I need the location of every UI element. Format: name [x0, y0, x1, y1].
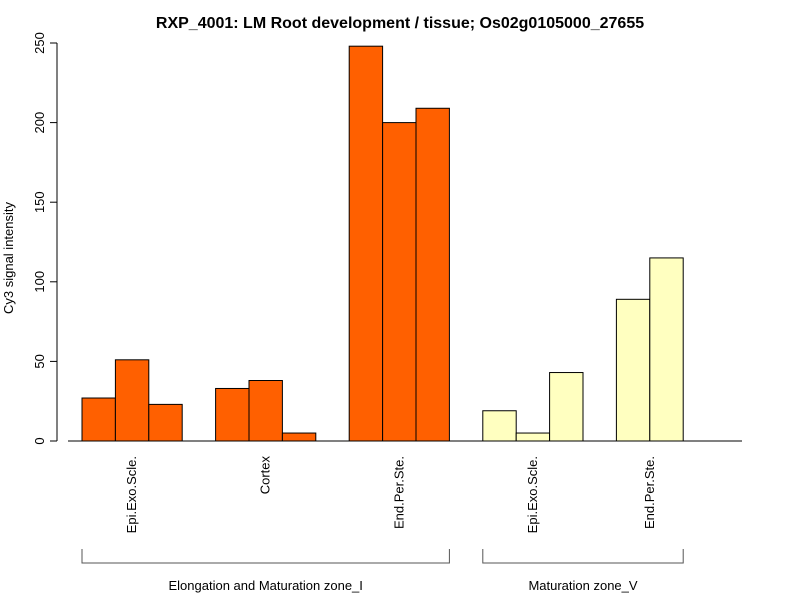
y-tick-label: 0 — [32, 437, 47, 444]
category-label: Cortex — [258, 456, 273, 495]
bar — [549, 372, 584, 442]
chart-title: RXP_4001: LM Root development / tissue; … — [156, 15, 644, 32]
bars-group — [81, 45, 684, 442]
bar — [248, 380, 283, 442]
zone-bracket — [482, 549, 684, 564]
zone-label: Elongation and Maturation zone_I — [168, 578, 362, 593]
bar — [148, 403, 183, 442]
zone-label: Maturation zone_V — [528, 578, 637, 593]
bar — [114, 359, 150, 442]
y-tick-label: 50 — [32, 354, 47, 368]
bar — [348, 45, 384, 442]
category-labels: Epi.Exo.Scle. Cortex End.Per.Ste. Epi.Exo.S… — [124, 456, 657, 534]
y-tick-label: 250 — [32, 32, 47, 54]
category-label: End.Per.Ste. — [642, 456, 657, 529]
y-axis-label: Cy3 signal intensity — [1, 202, 16, 314]
bar — [515, 432, 551, 442]
bar — [215, 387, 250, 442]
bar — [81, 397, 116, 442]
zone-brackets: Elongation and Maturation zone_I Maturati… — [81, 549, 684, 593]
bar — [615, 298, 651, 442]
bar — [281, 432, 317, 442]
y-tick-label: 100 — [32, 271, 47, 293]
zone-bracket — [81, 549, 450, 564]
y-tick-label: 200 — [32, 112, 47, 134]
category-label: Epi.Exo.Scle. — [525, 456, 540, 533]
category-label: End.Per.Ste. — [391, 456, 406, 529]
y-tick-label: 150 — [32, 191, 47, 213]
bar — [382, 122, 417, 442]
bar — [415, 107, 450, 442]
y-axis: 0 50 100 150 200 250 — [32, 32, 58, 445]
bar — [482, 410, 517, 442]
bar — [649, 257, 684, 442]
category-label: Epi.Exo.Scle. — [124, 456, 139, 533]
